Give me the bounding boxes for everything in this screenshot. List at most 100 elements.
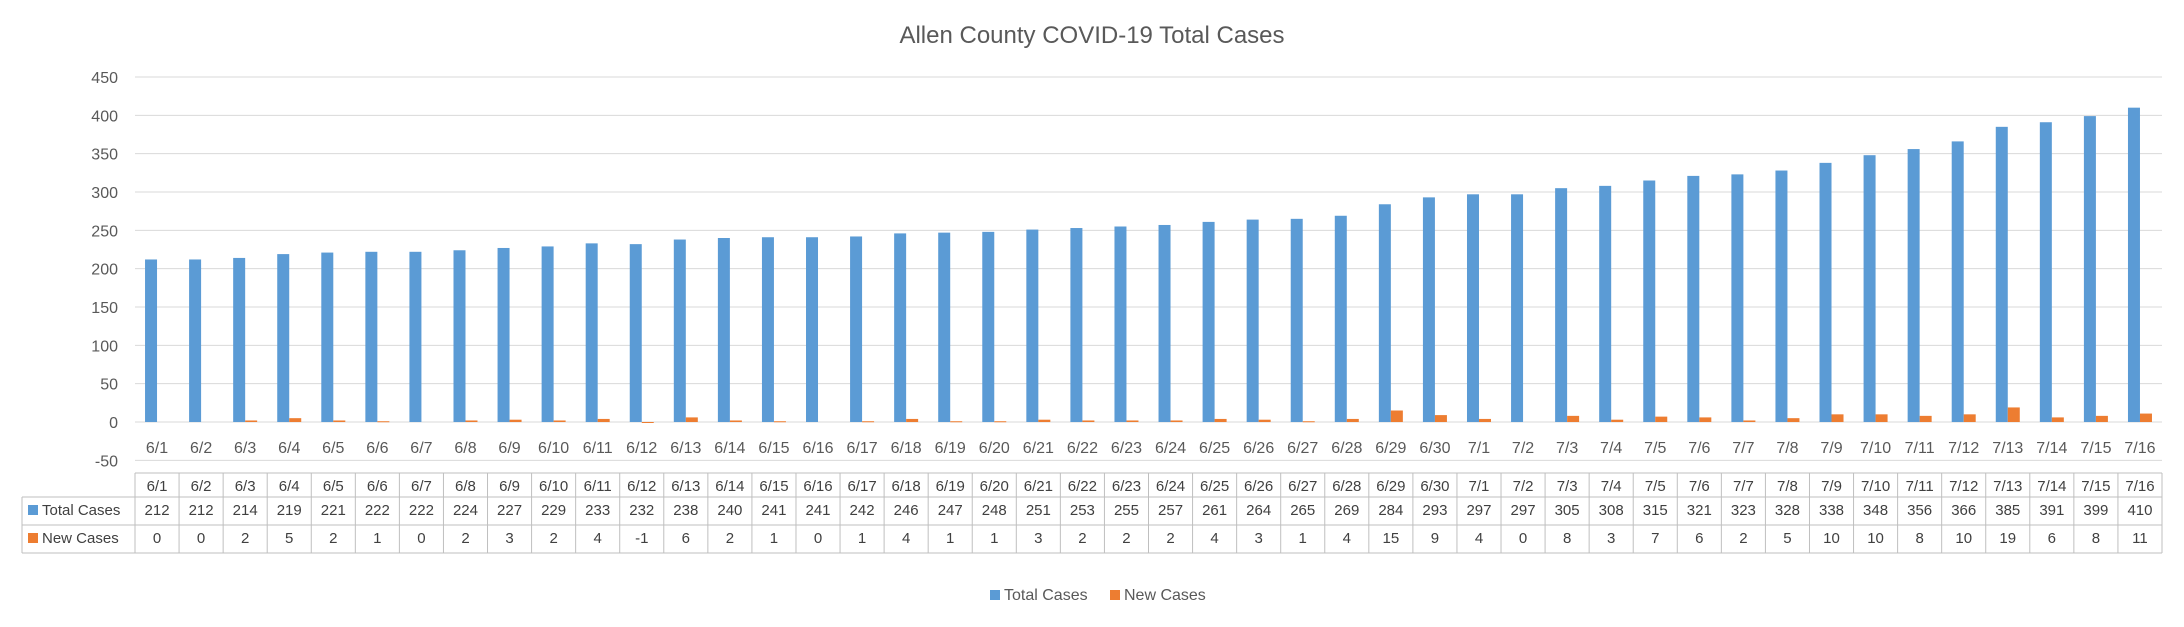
- bar-total-cases: [233, 257, 246, 422]
- bar-total-cases: [1378, 204, 1391, 422]
- table-cell: 4: [1475, 530, 1483, 547]
- bar-total-cases: [2127, 107, 2140, 423]
- table-header-cell: 7/14: [2037, 478, 2066, 495]
- x-tick-label: 7/10: [1860, 440, 1891, 457]
- bar-new-cases: [1038, 419, 1051, 422]
- bar-new-cases: [1919, 415, 1932, 422]
- bar-total-cases: [1290, 218, 1303, 422]
- table-cell: 284: [1378, 502, 1403, 519]
- bar-new-cases: [1875, 414, 1888, 422]
- table-header-cell: 7/16: [2125, 478, 2154, 495]
- table-cell: 222: [365, 502, 390, 519]
- y-tick-label: 350: [91, 147, 118, 164]
- bar-total-cases: [1907, 149, 1920, 423]
- bar-new-cases: [1214, 418, 1227, 422]
- table-cell: 2: [461, 530, 469, 547]
- bar-new-cases: [465, 420, 478, 422]
- table-cell: 10: [1823, 530, 1840, 547]
- table-header-cell: 6/14: [715, 478, 744, 495]
- table-header-cell: 7/8: [1777, 478, 1798, 495]
- bar-total-cases: [277, 254, 290, 422]
- bar-new-cases: [377, 421, 390, 423]
- bar-total-cases: [1158, 224, 1171, 422]
- table-cell: 2: [329, 530, 337, 547]
- table-cell: 5: [285, 530, 293, 547]
- x-tick-label: 7/12: [1948, 440, 1979, 457]
- table-header-cell: 7/5: [1645, 478, 1666, 495]
- bar-new-cases: [1743, 420, 1756, 422]
- bar-new-cases: [597, 418, 610, 422]
- bar-total-cases: [629, 244, 642, 422]
- table-cell: -1: [635, 530, 648, 547]
- table-header-cell: 6/1: [147, 478, 168, 495]
- y-tick-label: 250: [91, 223, 118, 240]
- table-row-label: New Cases: [42, 530, 119, 547]
- table-cell: 1: [770, 530, 778, 547]
- x-tick-label: 6/19: [935, 440, 966, 457]
- table-header-cell: 7/15: [2081, 478, 2110, 495]
- y-tick-label: 450: [91, 70, 118, 87]
- bar-new-cases: [1699, 417, 1712, 422]
- table-header-cell: 6/18: [892, 478, 921, 495]
- table-cell: 2: [549, 530, 557, 547]
- bar-new-cases: [509, 419, 522, 422]
- table-header-cell: 7/13: [1993, 478, 2022, 495]
- bar-total-cases: [1202, 221, 1215, 422]
- table-cell: 247: [938, 502, 963, 519]
- bar-total-cases: [541, 246, 554, 422]
- x-tick-label: 7/11: [1905, 440, 1935, 457]
- x-tick-label: 7/5: [1644, 440, 1666, 457]
- table-header-cell: 6/2: [191, 478, 212, 495]
- bar-total-cases: [365, 251, 378, 422]
- table-cell: 0: [417, 530, 425, 547]
- x-tick-label: 6/27: [1287, 440, 1318, 457]
- gridlines: [135, 76, 2162, 461]
- bar-total-cases: [453, 250, 466, 422]
- bar-total-cases: [982, 231, 995, 422]
- x-tick-label: 6/12: [626, 440, 657, 457]
- bar-new-cases: [1390, 410, 1403, 422]
- bar-total-cases: [497, 247, 510, 422]
- x-tick-label: 6/29: [1375, 440, 1406, 457]
- table-cell: 391: [2039, 502, 2064, 519]
- x-tick-label: 7/15: [2080, 440, 2111, 457]
- table-header-cell: 6/3: [235, 478, 256, 495]
- x-tick-label: 6/8: [454, 440, 476, 457]
- table-header-cell: 6/5: [323, 478, 344, 495]
- bar-total-cases: [1334, 215, 1347, 422]
- y-tick-label: 400: [91, 108, 118, 125]
- chart-title: Allen County COVID-19 Total Cases: [899, 22, 1284, 49]
- table-cell: 8: [1915, 530, 1923, 547]
- table-cell: 297: [1466, 502, 1491, 519]
- bar-new-cases: [1302, 421, 1315, 423]
- x-tick-label: 6/30: [1419, 440, 1450, 457]
- table-cell: 4: [594, 530, 602, 547]
- table-cell: 1: [373, 530, 381, 547]
- table-cell: 8: [1563, 530, 1571, 547]
- table-header-cell: 7/6: [1689, 478, 1710, 495]
- table-cell: 338: [1819, 502, 1844, 519]
- table-cell: 269: [1334, 502, 1359, 519]
- table-cell: 3: [1607, 530, 1615, 547]
- table-cell: 0: [1519, 530, 1527, 547]
- table-cell: 224: [453, 502, 478, 519]
- x-tick-label: 6/4: [278, 440, 300, 457]
- bar-new-cases: [906, 418, 919, 422]
- table-cell: 238: [673, 502, 698, 519]
- bar-total-cases: [673, 239, 686, 422]
- table-cell: 399: [2083, 502, 2108, 519]
- table-cell: 241: [805, 502, 830, 519]
- y-axis-ticks: -50 0 50 100 150 200 250 300 350 400 450: [91, 70, 118, 470]
- table-header-cell: 6/28: [1332, 478, 1361, 495]
- table-cell: 0: [814, 530, 822, 547]
- x-tick-label: 6/14: [714, 440, 745, 457]
- table-cell: 305: [1555, 502, 1580, 519]
- table-cell: 10: [1955, 530, 1972, 547]
- x-tick-label: 6/20: [979, 440, 1010, 457]
- x-tick-label: 6/22: [1067, 440, 1098, 457]
- table-cell: 240: [717, 502, 742, 519]
- bars: [145, 107, 2152, 423]
- bar-total-cases: [894, 233, 907, 422]
- table-cell: 4: [902, 530, 910, 547]
